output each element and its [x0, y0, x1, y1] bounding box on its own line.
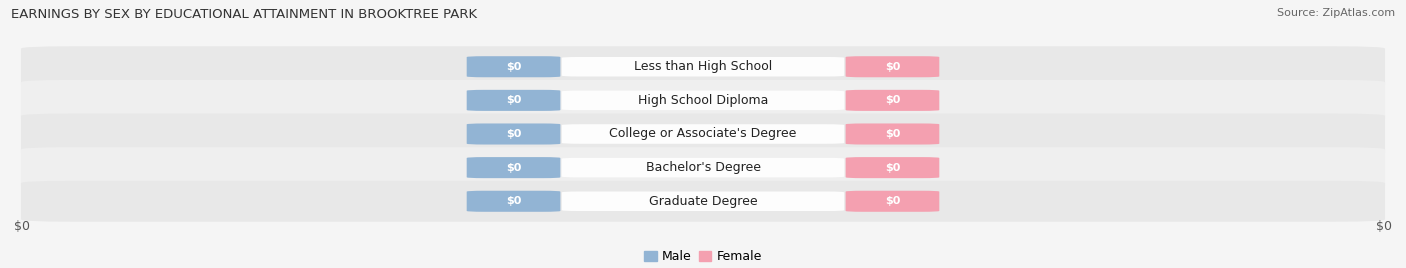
FancyBboxPatch shape: [845, 56, 939, 77]
Text: $0: $0: [884, 62, 900, 72]
FancyBboxPatch shape: [562, 57, 844, 76]
FancyBboxPatch shape: [21, 147, 1385, 188]
FancyBboxPatch shape: [562, 158, 844, 177]
Text: College or Associate's Degree: College or Associate's Degree: [609, 128, 797, 140]
FancyBboxPatch shape: [21, 114, 1385, 154]
FancyBboxPatch shape: [845, 124, 939, 144]
FancyBboxPatch shape: [845, 157, 939, 178]
Text: Less than High School: Less than High School: [634, 60, 772, 73]
Text: Graduate Degree: Graduate Degree: [648, 195, 758, 208]
Text: EARNINGS BY SEX BY EDUCATIONAL ATTAINMENT IN BROOKTREE PARK: EARNINGS BY SEX BY EDUCATIONAL ATTAINMEN…: [11, 8, 478, 21]
FancyBboxPatch shape: [21, 181, 1385, 222]
Text: $0: $0: [884, 163, 900, 173]
FancyBboxPatch shape: [562, 192, 844, 211]
Text: Source: ZipAtlas.com: Source: ZipAtlas.com: [1277, 8, 1395, 18]
Text: $0: $0: [14, 220, 30, 233]
Text: Bachelor's Degree: Bachelor's Degree: [645, 161, 761, 174]
FancyBboxPatch shape: [562, 91, 844, 110]
FancyBboxPatch shape: [562, 124, 844, 144]
FancyBboxPatch shape: [845, 191, 939, 212]
Text: $0: $0: [884, 95, 900, 105]
Text: $0: $0: [506, 129, 522, 139]
FancyBboxPatch shape: [21, 46, 1385, 87]
Text: $0: $0: [884, 129, 900, 139]
FancyBboxPatch shape: [467, 56, 561, 77]
Text: $0: $0: [1376, 220, 1392, 233]
FancyBboxPatch shape: [467, 124, 561, 144]
FancyBboxPatch shape: [467, 157, 561, 178]
Text: High School Diploma: High School Diploma: [638, 94, 768, 107]
FancyBboxPatch shape: [467, 191, 561, 212]
FancyBboxPatch shape: [21, 80, 1385, 121]
FancyBboxPatch shape: [467, 90, 561, 111]
Text: $0: $0: [506, 196, 522, 206]
Legend: Male, Female: Male, Female: [640, 245, 766, 268]
FancyBboxPatch shape: [845, 90, 939, 111]
Text: $0: $0: [506, 163, 522, 173]
Text: $0: $0: [506, 95, 522, 105]
Text: $0: $0: [884, 196, 900, 206]
Text: $0: $0: [506, 62, 522, 72]
